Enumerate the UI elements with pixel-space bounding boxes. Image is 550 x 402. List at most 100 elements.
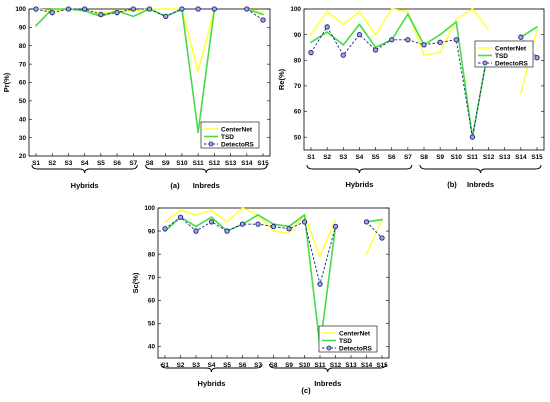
y-tick-label: 60	[19, 80, 27, 87]
data-point-detectors	[372, 47, 379, 53]
x-tick-label: S15	[257, 160, 269, 167]
data-point-tsd	[51, 8, 54, 10]
data-point-detectors	[255, 221, 261, 227]
series-line-centernet	[365, 219, 383, 255]
x-tick-label: S15	[376, 362, 388, 369]
data-point-detectors	[270, 223, 277, 230]
legend-label: CenterNet	[495, 45, 527, 52]
data-point-centernet	[319, 255, 321, 258]
data-point-centernet	[455, 18, 458, 21]
x-tick-label: S5	[97, 160, 105, 167]
data-point-centernet	[374, 33, 377, 36]
data-point-centernet	[334, 218, 337, 221]
data-point-tsd	[326, 31, 329, 33]
x-tick-label: S12	[330, 362, 342, 369]
x-tick-label: S10	[176, 160, 188, 167]
data-point-tsd	[310, 41, 312, 44]
data-point-tsd	[303, 214, 306, 216]
group-label: Inbreds	[467, 180, 494, 189]
y-tick-label: 50	[294, 134, 302, 141]
data-point-detectors	[208, 219, 215, 225]
x-tick-label: S7	[254, 362, 262, 369]
y-tick-label: 100	[144, 205, 155, 212]
plot-frame	[303, 8, 545, 151]
x-tick-label: S3	[192, 362, 200, 369]
data-point-tsd	[262, 13, 264, 16]
data-point-detectors	[195, 6, 201, 12]
y-axis-label: Re(%)	[277, 68, 286, 90]
x-tick-label: S7	[404, 154, 412, 161]
data-point-centernet	[439, 51, 442, 54]
legend-label: TSD	[339, 338, 352, 345]
x-tick-label: S14	[361, 362, 373, 369]
x-tick-label: S1	[161, 362, 169, 369]
legend-label: TSD	[221, 134, 234, 141]
panel-a: 20 30 40 50 60 70 80 90 100 S1 S2 S3 S4 S5 S6 S7 S8 S9 S10…	[2, 6, 271, 190]
data-point-detectors	[405, 37, 411, 43]
data-point-detectors	[98, 11, 104, 18]
group-label: Hybrids	[345, 180, 373, 189]
x-tick-label: S13	[225, 160, 237, 167]
data-point-tsd	[197, 131, 200, 134]
x-tick-label: S14	[241, 160, 253, 167]
legend-label: TSD	[495, 53, 508, 60]
data-point-centernet	[262, 11, 264, 14]
data-point-detectors	[340, 52, 346, 58]
x-tick-label: S1	[32, 160, 40, 167]
x-tick-label: S9	[285, 362, 293, 369]
data-point-detectors	[389, 37, 395, 43]
data-point-detectors	[317, 281, 323, 287]
y-tick-label: 40	[19, 116, 27, 123]
series-line-tsd	[246, 8, 264, 16]
series-line-detectors	[246, 8, 264, 21]
x-tick-label: S4	[356, 154, 364, 161]
y-tick-label: 90	[148, 228, 156, 235]
data-point-centernet	[226, 220, 228, 223]
data-point-tsd	[210, 216, 213, 219]
series-line-tsd	[520, 26, 538, 38]
x-tick-label: S8	[420, 154, 428, 161]
data-point-detectors	[363, 219, 370, 225]
group-brace	[31, 164, 138, 174]
data-point-detectors	[518, 34, 524, 40]
y-tick-label: 70	[19, 61, 27, 68]
group-brace	[306, 164, 413, 174]
data-point-detectors	[177, 214, 184, 220]
data-point-tsd	[257, 214, 259, 216]
y-tick-label: 50	[19, 98, 27, 105]
data-point-centernet	[272, 230, 275, 232]
data-point-detectors	[193, 228, 199, 234]
x-tick-label: S5	[223, 362, 231, 369]
x-tick-label: S12	[209, 160, 221, 167]
y-tick-label: 20	[19, 153, 27, 160]
legend-label: CenterNet	[339, 330, 371, 337]
data-point-detectors	[356, 31, 363, 38]
legend-marker-detectors	[208, 141, 214, 147]
series-line-detectors	[35, 8, 215, 17]
data-point-detectors	[421, 42, 427, 48]
data-point-centernet	[195, 214, 197, 216]
data-point-detectors	[301, 219, 308, 225]
data-point-tsd	[132, 15, 135, 18]
y-tick-label: 60	[294, 109, 302, 116]
group-label: Inbreds	[193, 181, 220, 190]
data-point-centernet	[210, 209, 213, 212]
y-tick-label: 50	[148, 321, 156, 328]
data-point-detectors	[224, 228, 230, 234]
data-point-detectors	[534, 55, 540, 61]
data-point-centernet	[487, 28, 490, 31]
x-tick-label: S4	[208, 362, 216, 369]
x-tick-label: S9	[436, 154, 444, 161]
data-point-centernet	[365, 253, 368, 256]
data-point-centernet	[342, 23, 345, 26]
data-point-tsd	[358, 23, 361, 26]
data-point-centernet	[164, 220, 166, 223]
data-point-detectors	[379, 235, 385, 241]
data-point-centernet	[164, 8, 167, 10]
data-point-tsd	[439, 33, 442, 36]
x-tick-label: S6	[239, 362, 247, 369]
data-point-detectors	[437, 39, 443, 45]
x-tick-label: S6	[113, 160, 121, 167]
